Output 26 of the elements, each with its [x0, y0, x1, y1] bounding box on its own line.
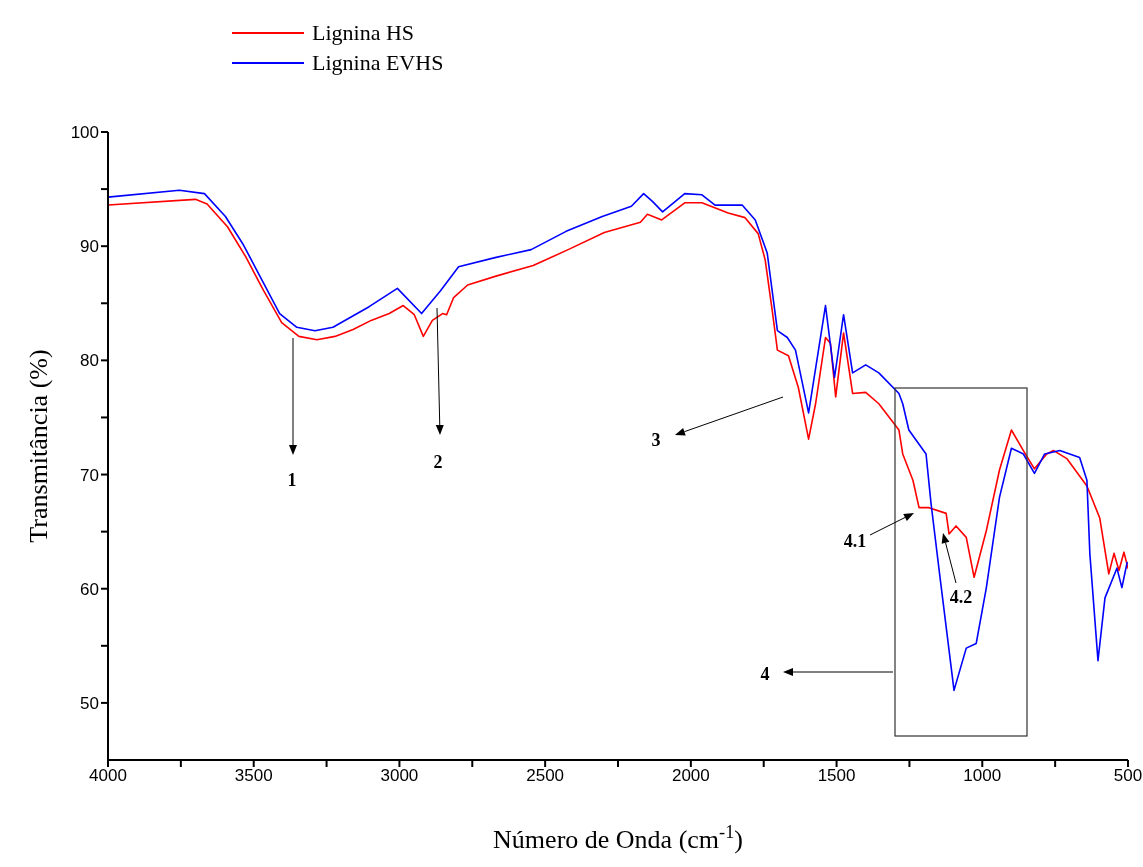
y-tick-label: 60 — [80, 579, 99, 599]
y-axis-title: Transmitância (%) — [23, 349, 53, 543]
x-axis-title: Número de Onda (cm$^{-1}$) — [493, 822, 743, 854]
y-tick-label: 80 — [80, 351, 99, 371]
annotation: 4 — [760, 664, 770, 684]
x-tick-label: 2500 — [526, 766, 565, 786]
annotation: 4.2 — [949, 587, 973, 607]
annotation: 4.1 — [843, 531, 867, 551]
x-tick-label: 500 — [1113, 766, 1143, 786]
y-tick-label: 50 — [80, 693, 99, 713]
legend-label: Lignina HS — [312, 20, 415, 46]
annotation: 3 — [651, 430, 661, 450]
x-tick-label: 3000 — [380, 766, 419, 786]
x-tick-label: 4000 — [89, 766, 127, 786]
x-tick-label: 2000 — [671, 766, 710, 786]
annotation: 1 — [287, 470, 297, 490]
annotation: 2 — [433, 452, 443, 472]
y-tick-label: 70 — [80, 465, 99, 485]
y-tick-label: 100 — [70, 123, 99, 143]
legend-label: Lignina EVHS — [312, 50, 444, 76]
line-series — [108, 198, 1128, 579]
x-tick-label: 1500 — [817, 766, 856, 786]
line-series — [108, 189, 1128, 692]
x-tick-label: 1000 — [963, 766, 1002, 786]
x-tick-label: 3500 — [234, 766, 273, 786]
y-tick-label: 90 — [80, 237, 99, 257]
